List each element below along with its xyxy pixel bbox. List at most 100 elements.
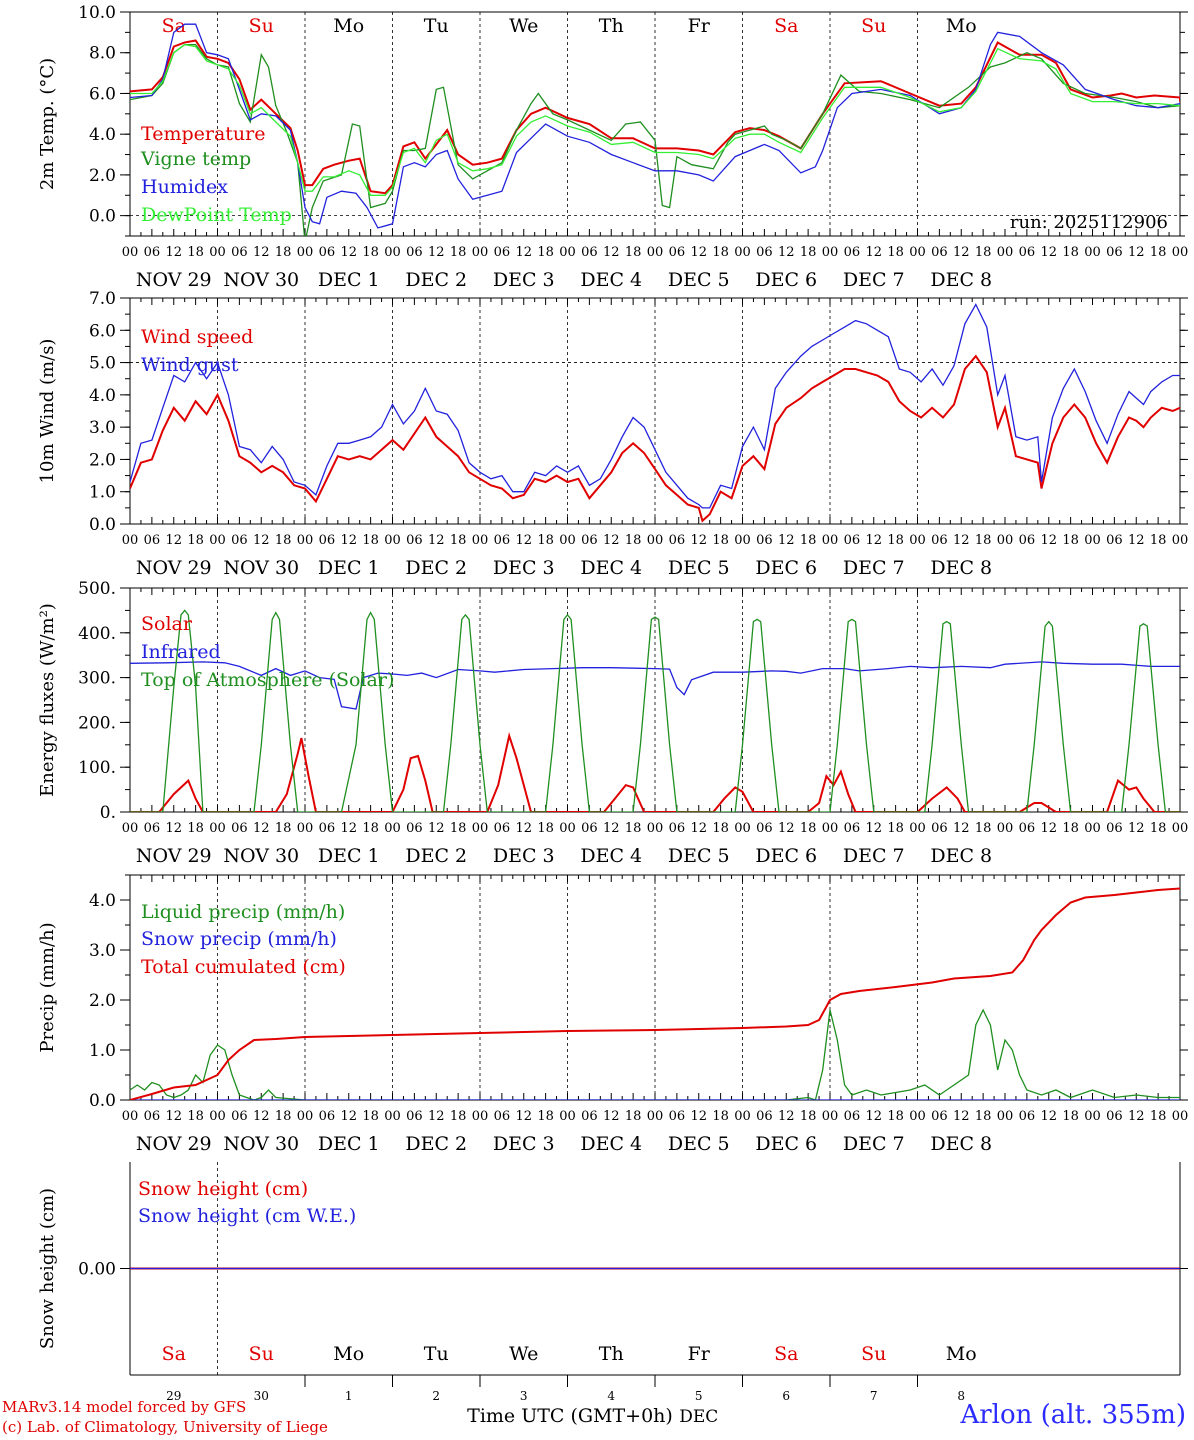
x-hour-label: 00 xyxy=(647,533,664,548)
x-hour-label: 18 xyxy=(975,533,992,548)
x-hour-label: 06 xyxy=(1106,533,1123,548)
legend-entry: DewPoint Temp xyxy=(141,204,292,226)
time-axis-title: Time UTC (GMT+0h) xyxy=(467,1405,673,1427)
x-hour-label: 06 xyxy=(231,245,248,260)
x-hour-label: 06 xyxy=(231,533,248,548)
legend-entry: Wind speed xyxy=(141,326,253,348)
x-hour-label: 00 xyxy=(647,1109,664,1124)
x-hour-label: 06 xyxy=(1019,821,1036,836)
x-hour-label: 00 xyxy=(1084,245,1101,260)
series-line-dewpoint-temp xyxy=(130,43,1180,196)
day-number-label: 7 xyxy=(870,1389,878,1403)
x-hour-label: 18 xyxy=(975,1109,992,1124)
legend-entry: Humidex xyxy=(141,176,228,198)
x-hour-label: 00 xyxy=(472,821,489,836)
x-hour-label: 18 xyxy=(712,821,729,836)
legend-entry: Wind gust xyxy=(141,354,239,376)
x-hour-label: 00 xyxy=(909,533,926,548)
x-hour-label: 18 xyxy=(187,1109,204,1124)
x-hour-label: 06 xyxy=(844,533,861,548)
x-hour-label: 18 xyxy=(275,245,292,260)
x-hour-label: 18 xyxy=(187,533,204,548)
x-hour-label: 12 xyxy=(253,533,270,548)
x-hour-label: 00 xyxy=(209,533,226,548)
x-date-label: DEC 1 xyxy=(318,845,380,867)
x-hour-label: 12 xyxy=(778,821,795,836)
x-hour-label: 18 xyxy=(1062,245,1079,260)
x-hour-label: 00 xyxy=(734,245,751,260)
x-hour-label: 12 xyxy=(340,533,357,548)
x-hour-label: 12 xyxy=(603,821,620,836)
x-hour-label: 06 xyxy=(844,245,861,260)
x-hour-label: 06 xyxy=(756,1109,773,1124)
x-date-label: DEC 5 xyxy=(668,269,730,291)
day-name-label: Tu xyxy=(424,1343,449,1365)
x-hour-label: 12 xyxy=(690,1109,707,1124)
day-number-label: 29 xyxy=(166,1389,181,1403)
x-hour-label: 00 xyxy=(559,245,576,260)
x-hour-label: 06 xyxy=(494,1109,511,1124)
x-hour-label: 18 xyxy=(450,245,467,260)
x-hour-label: 00 xyxy=(734,821,751,836)
x-hour-label: 00 xyxy=(209,245,226,260)
x-hour-label: 18 xyxy=(450,1109,467,1124)
x-hour-label: 06 xyxy=(1106,245,1123,260)
x-date-label: DEC 6 xyxy=(755,1133,817,1155)
day-name-label: Mo xyxy=(333,1343,364,1365)
x-hour-label: 06 xyxy=(756,245,773,260)
x-date-label: DEC 1 xyxy=(318,269,380,291)
x-hour-label: 18 xyxy=(362,821,379,836)
x-hour-label: 00 xyxy=(297,533,314,548)
x-hour-label: 12 xyxy=(1128,1109,1145,1124)
x-date-label: DEC 2 xyxy=(405,269,467,291)
y-tick-label: 400. xyxy=(78,624,116,644)
x-hour-label: 00 xyxy=(472,245,489,260)
y-tick-label: 1.0 xyxy=(89,1041,116,1061)
x-hour-label: 12 xyxy=(1040,533,1057,548)
x-date-label: DEC 6 xyxy=(755,557,817,579)
day-number-label: 3 xyxy=(520,1389,528,1403)
x-hour-label: 12 xyxy=(1040,821,1057,836)
day-name-label: Sa xyxy=(162,15,186,37)
x-date-label: DEC 8 xyxy=(930,557,992,579)
x-hour-label: 00 xyxy=(209,821,226,836)
x-date-label: DEC 2 xyxy=(405,1133,467,1155)
x-hour-label: 12 xyxy=(865,245,882,260)
day-number-label: 5 xyxy=(695,1389,703,1403)
legend-entry: Total cumulated (cm) xyxy=(141,956,346,978)
x-hour-label: 12 xyxy=(1128,245,1145,260)
series-line-top-of-atmosphere-solar- xyxy=(130,609,1180,812)
x-hour-label: 18 xyxy=(712,1109,729,1124)
day-name-label: Th xyxy=(599,15,624,37)
x-hour-label: 12 xyxy=(253,821,270,836)
x-hour-label: 06 xyxy=(319,533,336,548)
x-hour-label: 12 xyxy=(515,245,532,260)
y-axis-label: Snow height (cm) xyxy=(37,1188,58,1349)
x-hour-label: 00 xyxy=(647,245,664,260)
legend-entry: Temperature xyxy=(141,123,265,145)
x-hour-label: 18 xyxy=(625,245,642,260)
y-tick-label: 2.0 xyxy=(89,166,116,186)
x-hour-label: 06 xyxy=(231,821,248,836)
chart-panel-1: 0.0 2.0 4.0 6.0 8.0 10.0 2m Temp. (°C) 00 06 12 18… xyxy=(37,3,1188,291)
x-hour-label: 18 xyxy=(362,533,379,548)
x-date-label: DEC 4 xyxy=(580,1133,642,1155)
x-hour-label: 00 xyxy=(384,821,401,836)
chart-panel-4: 0.0 1.0 2.0 3.0 4.0 Precip (mm/h) 00 06 12 18 00 06… xyxy=(37,874,1188,1155)
day-name-label: Th xyxy=(599,1343,624,1365)
y-tick-label: 0.00 xyxy=(78,1260,116,1280)
y-tick-label: 3.0 xyxy=(89,941,116,961)
x-hour-label: 06 xyxy=(1019,533,1036,548)
y-tick-label: 200. xyxy=(78,713,116,733)
day-number-label: 1 xyxy=(345,1389,353,1403)
x-hour-label: 00 xyxy=(297,245,314,260)
x-hour-label: 06 xyxy=(581,1109,598,1124)
legend-entry: Snow height (cm W.E.) xyxy=(138,1205,356,1227)
x-date-label: DEC 3 xyxy=(493,1133,555,1155)
x-hour-label: 06 xyxy=(844,821,861,836)
x-hour-label: 00 xyxy=(734,1109,751,1124)
x-hour-label: 18 xyxy=(800,821,817,836)
x-hour-label: 12 xyxy=(515,1109,532,1124)
x-hour-label: 06 xyxy=(1106,1109,1123,1124)
x-hour-label: 00 xyxy=(734,533,751,548)
